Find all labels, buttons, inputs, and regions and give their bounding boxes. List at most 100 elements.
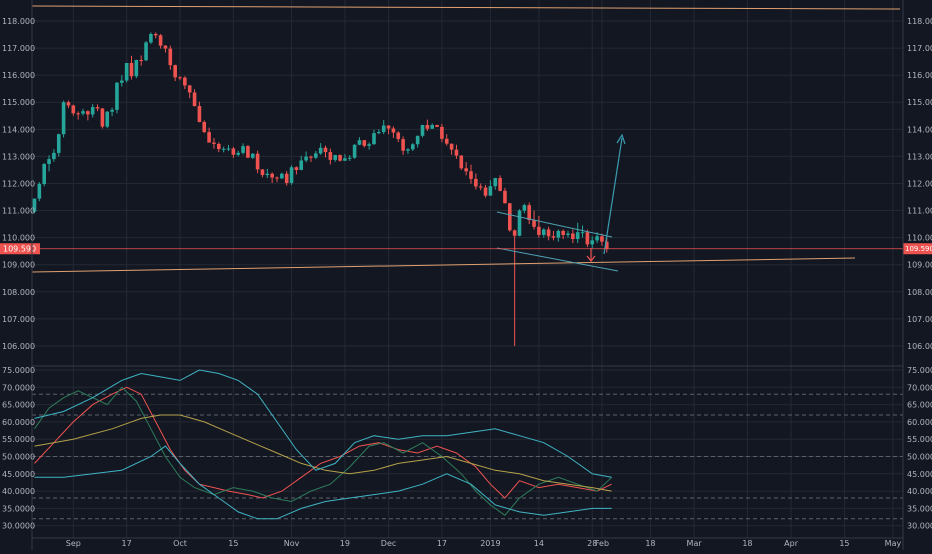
price-tick-label-left: 112.000 [2,179,35,188]
candle-down [508,203,512,231]
candle-down [435,124,439,127]
candle-up [381,125,386,133]
time-tick-label: 2019 [480,539,500,548]
oscillator-tick-label: 40.0000 [907,487,932,496]
candle-down [284,173,289,183]
oscillator-axis-left[interactable]: 75.0000 70.0000 65.0000 60.0000 55.0000 50.00… [2,366,35,531]
price-axis-left[interactable]: 118.000 117.000 116.000 115.000 114.000 113.0… [2,17,35,351]
candle-down [139,59,143,61]
oscillator-axis[interactable]: 75.0000 70.0000 65.0000 60.0000 55.0000 50.00… [907,366,932,531]
price-tick-label-left: 108.000 [2,288,35,297]
candle-down [66,102,71,106]
candle-down [396,132,401,140]
breakout-arrow-line[interactable] [603,137,623,255]
candle-down [425,124,430,129]
oscillator-tick-label: 30.0000 [907,522,932,531]
candle-up [352,144,357,158]
candle-down [217,143,221,150]
price-tick-label: 110.000 [907,234,932,243]
time-tick-label: 17 [437,539,447,548]
candle-up [32,198,37,212]
candle-up [221,148,226,150]
candle-down [323,147,328,153]
channel-upper-line[interactable] [496,211,613,238]
price-tick-label-left: 107.000 [2,315,35,324]
price-tick-label-left: 111.000 [2,207,35,216]
candle-down [309,156,313,158]
time-tick-label: May [885,539,902,548]
candle-down [212,142,216,144]
time-tick-label: 28 [587,539,597,548]
oscillator-line-3 [34,414,612,492]
candle-down [192,92,197,107]
price-tick-label: 115.000 [907,98,932,107]
candle-down [294,167,299,170]
candle-down [362,140,367,146]
candle-down [76,113,80,115]
candle-down [459,155,464,169]
oscillator-tick-label-left: 55.0000 [2,435,35,444]
candle-down [391,128,396,133]
candle-down [95,107,100,109]
candle-up [61,102,66,135]
candle-down [585,232,590,245]
candle-up [81,111,85,114]
candle-up [406,149,410,151]
oscillator-tick-label-left: 50.0000 [2,453,35,462]
candle-down [498,178,502,191]
price-tick-label: 109.000 [907,261,932,270]
candle-down [168,48,173,66]
support-trendline[interactable] [31,257,856,273]
candle-down [129,62,134,77]
candle-down [444,138,449,144]
time-tick-label: 18 [645,539,655,548]
candle-up [411,144,415,150]
time-tick-label: 15 [839,539,849,548]
candle-up [430,124,434,129]
time-tick-label: Oct [173,539,187,548]
price-tick-label-left: 110.000 [2,234,35,243]
candle-down [255,153,260,170]
drawing-layer [31,5,901,273]
oscillator-tick-label: 45.0000 [907,470,932,479]
price-tick-label: 106.000 [907,342,932,351]
time-tick-label: Feb [595,539,609,548]
price-tick-label: 108.000 [907,288,932,297]
candle-up [144,42,148,61]
time-tick-label: Mar [687,539,703,548]
candle-up [377,132,381,134]
candle-up [52,152,56,160]
candle-up [37,184,42,199]
oscillator-tick-label-left: 65.0000 [2,401,35,410]
current-price-tags: 109.590 109.590 [0,243,932,255]
candle-down [537,226,541,235]
oscillator-series [34,369,612,520]
candle-up [105,111,110,127]
time-tick-label: Dec [381,539,396,548]
candle-up [124,62,129,81]
candle-down [605,241,609,249]
candle-up [280,173,284,179]
candle-up [289,167,294,183]
resistance-trendline[interactable] [31,5,901,10]
candle-down [600,236,604,242]
candle-down [246,146,250,158]
candle-down [469,171,473,179]
candle-down [328,152,333,160]
candle-up [541,229,546,235]
channel-lower-line[interactable] [496,247,619,272]
candle-up [299,160,304,170]
price-tick-label-left: 109.000 [2,261,35,270]
candle-up [56,134,61,153]
oscillator-tick-label-left: 70.0000 [2,383,35,392]
oscillator-tick-label: 70.0000 [907,383,932,392]
oscillator-line-5 [34,445,612,520]
price-tick-label-left: 116.000 [2,71,35,80]
price-tick-label-left: 117.000 [2,44,35,53]
candle-up [580,232,585,234]
price-tick-label: 118.000 [907,17,932,26]
price-axis[interactable]: 118.000 117.000 116.000 115.000 114.000 113.0… [907,17,932,351]
